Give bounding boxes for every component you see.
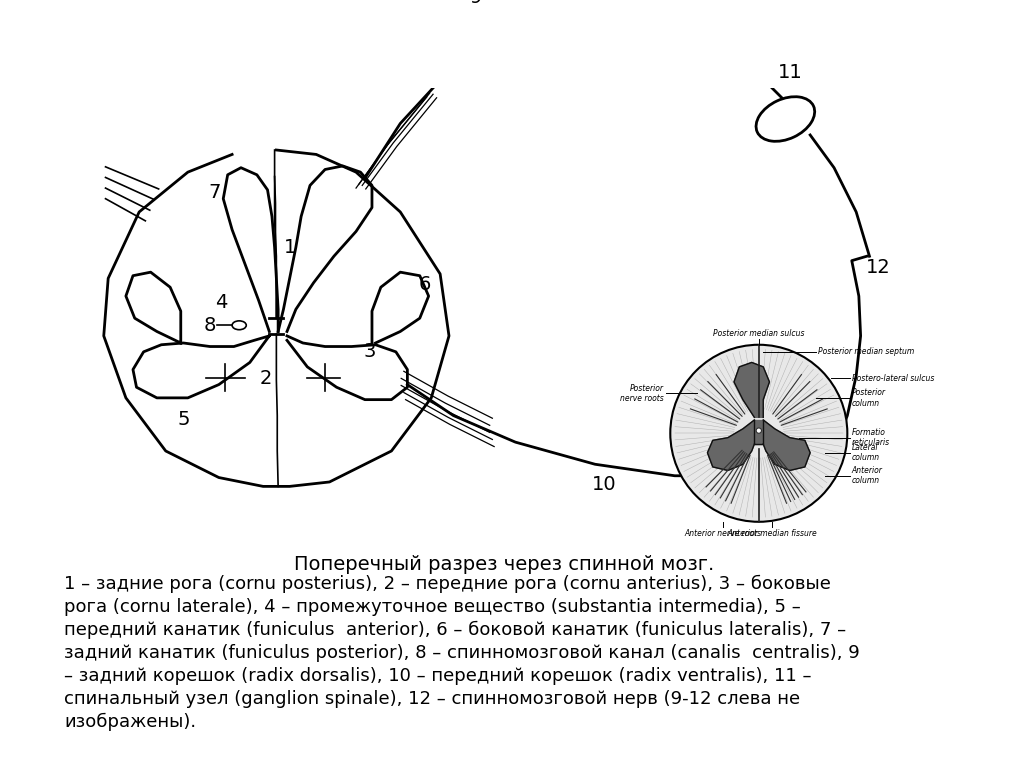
Text: 6: 6 [419,275,431,294]
Text: Anterior nerve roots: Anterior nerve roots [685,529,762,538]
Text: Поперечный разрез через спинной мозг.: Поперечный разрез через спинной мозг. [294,555,714,574]
Polygon shape [755,420,763,444]
Text: 1 – задние рога (cornu posterius), 2 – передние рога (cornu anterius), 3 – боков: 1 – задние рога (cornu posterius), 2 – п… [63,575,830,593]
Text: 10: 10 [592,475,616,494]
Text: 5: 5 [177,410,189,430]
Polygon shape [734,363,769,417]
Text: Posterior
column: Posterior column [852,388,886,407]
Text: Posterior median septum: Posterior median septum [818,347,914,357]
Text: 11: 11 [777,64,802,83]
Polygon shape [708,420,755,470]
Text: 4: 4 [215,293,227,311]
Polygon shape [103,150,449,486]
Text: – задний корешок (radix dorsalis), 10 – передний корешок (radix ventralis), 11 –: – задний корешок (radix dorsalis), 10 – … [63,667,811,685]
Text: 3: 3 [364,342,376,361]
Text: 9: 9 [469,0,481,7]
Text: Anterior median fissure: Anterior median fissure [727,529,817,538]
Text: 1: 1 [284,238,296,257]
Text: 2: 2 [259,369,272,388]
Text: 12: 12 [866,258,891,277]
Text: Posterior
nerve roots: Posterior nerve roots [621,384,665,403]
Text: Anterior
column: Anterior column [852,466,883,486]
Text: изображены).: изображены). [63,713,196,731]
Polygon shape [763,420,810,470]
Text: рога (cornu laterale), 4 – промежуточное вещество (substantia intermedia), 5 –: рога (cornu laterale), 4 – промежуточное… [63,598,801,616]
Text: передний канатик (funiculus  anterior), 6 – боковой канатик (funiculus lateralis: передний канатик (funiculus anterior), 6… [63,621,846,639]
Circle shape [756,428,762,433]
Text: Lateral
column: Lateral column [852,443,880,463]
Ellipse shape [232,321,247,330]
Text: спинальный узел (ganglion spinale), 12 – спинномозговой нерв (9-12 слева не: спинальный узел (ganglion spinale), 12 –… [63,690,800,708]
Text: задний канатик (funiculus posterior), 8 – спинномозговой канал (canalis  central: задний канатик (funiculus posterior), 8 … [63,644,860,662]
Text: Postero-lateral sulcus: Postero-lateral sulcus [852,374,934,383]
Circle shape [671,344,847,522]
Text: 8: 8 [204,316,216,334]
Text: Formatio
reticularis: Formatio reticularis [852,428,890,447]
Text: Posterior median sulcus: Posterior median sulcus [713,329,805,337]
Ellipse shape [756,97,815,141]
Text: 7: 7 [208,183,220,202]
